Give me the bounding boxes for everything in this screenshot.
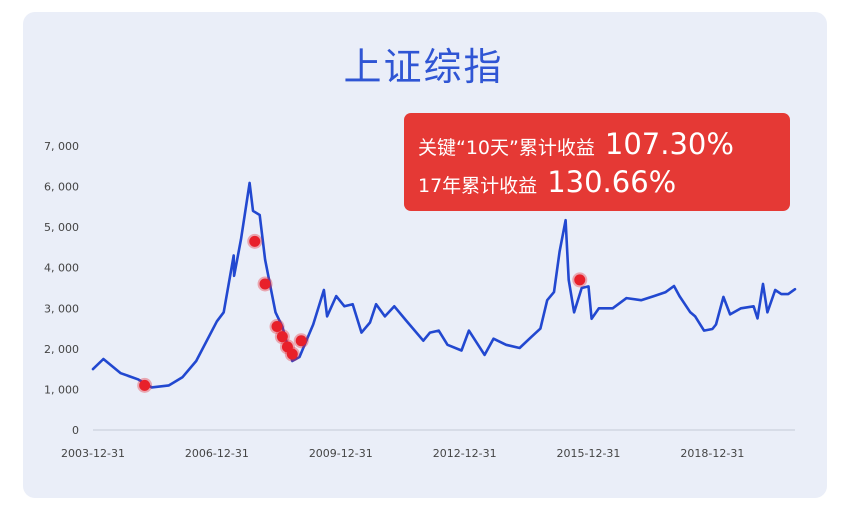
key-day-marker — [139, 379, 151, 391]
y-tick-label: 2, 000 — [44, 343, 79, 356]
x-tick-label: 2009-12-31 — [309, 447, 373, 460]
y-tick-label: 0 — [72, 424, 79, 437]
x-tick-label: 2012-12-31 — [433, 447, 497, 460]
x-tick-label: 2006-12-31 — [185, 447, 249, 460]
y-tick-label: 7, 000 — [44, 140, 79, 153]
x-tick-label: 2003-12-31 — [61, 447, 125, 460]
key-day-marker — [276, 331, 288, 343]
series-layer — [91, 181, 797, 389]
y-axis: 0 1, 000 2, 000 3, 000 4, 000 5, 000 6, 000 7, … — [44, 140, 79, 437]
x-axis: 2003-12-31 2006-12-31 2009-12-31 2012-12-31… — [61, 429, 795, 460]
callout-10day-label: 关键“10天”累计收益 — [418, 137, 595, 159]
y-tick-label: 5, 000 — [44, 221, 79, 234]
chart-card — [23, 12, 827, 498]
callout-row-17year: 17年累计收益 130.66% — [418, 165, 676, 199]
y-tick-label: 4, 000 — [44, 262, 79, 275]
x-tick-label: 2018-12-31 — [680, 447, 744, 460]
callout-17year-label: 17年累计收益 — [418, 175, 538, 197]
key-day-marker — [271, 321, 283, 333]
index-series-line — [91, 181, 797, 389]
marker-layer — [137, 233, 588, 393]
callout-10day-value: 107.30% — [604, 127, 734, 161]
key-day-marker — [259, 278, 271, 290]
returns-callout: 关键“10天”累计收益 107.30% 17年累计收益 130.66% — [404, 113, 790, 211]
y-tick-label: 3, 000 — [44, 302, 79, 315]
key-day-marker — [574, 274, 586, 286]
key-day-marker — [295, 335, 307, 347]
callout-row-10day: 关键“10天”累计收益 107.30% — [418, 127, 734, 161]
y-tick-label: 1, 000 — [44, 383, 79, 396]
key-day-marker — [286, 348, 298, 360]
chart-title: 上证综指 — [343, 45, 504, 89]
y-tick-label: 6, 000 — [44, 181, 79, 194]
callout-17year-value: 130.66% — [547, 165, 677, 199]
key-day-marker — [249, 235, 261, 247]
x-tick-label: 2015-12-31 — [557, 447, 621, 460]
